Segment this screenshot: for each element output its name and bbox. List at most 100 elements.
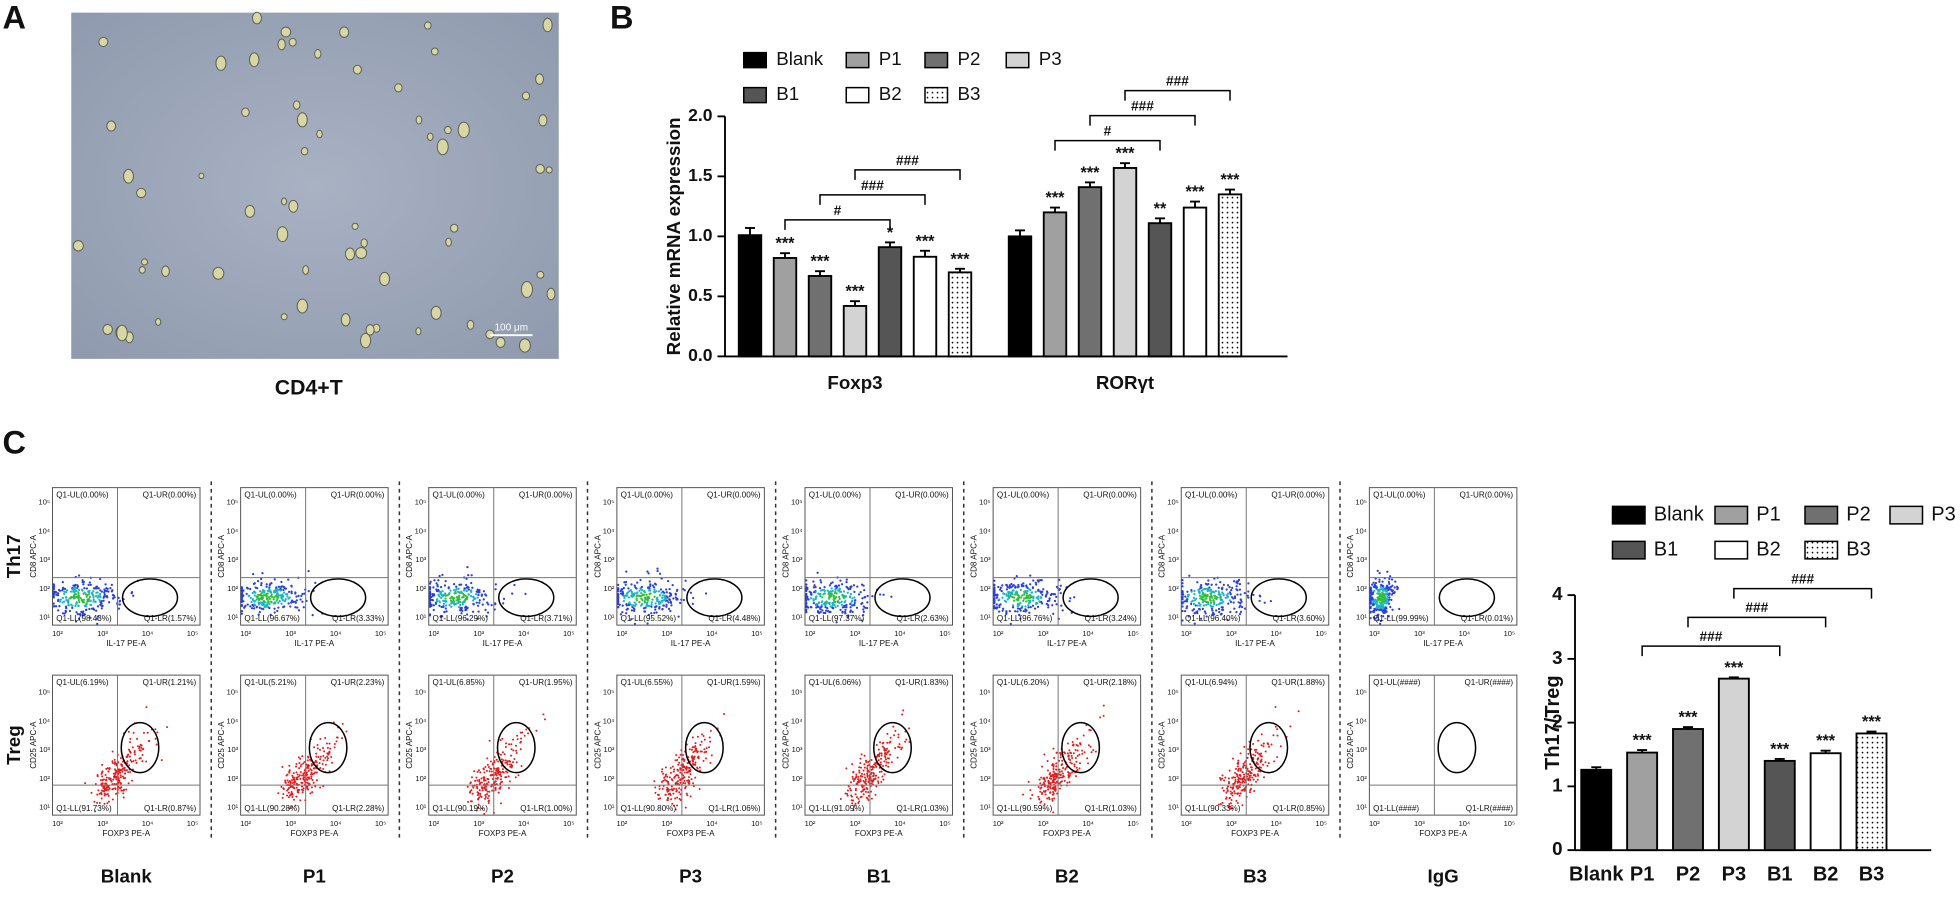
event-dot: [134, 759, 137, 762]
event-dot: [993, 579, 996, 582]
y-tick-label: 10³: [227, 745, 238, 754]
event-dot: [485, 788, 488, 791]
bar: [1217, 193, 1243, 358]
event-dot: [499, 802, 502, 805]
event-dot: [1227, 602, 1230, 605]
event-dot: [1243, 607, 1247, 610]
event-dot: [893, 734, 896, 737]
bar: [1855, 732, 1888, 852]
event-dot: [643, 610, 647, 613]
quadrant-label: Q1-LR(0.85%): [1273, 804, 1326, 813]
event-dot: [1200, 595, 1203, 598]
event-dot: [100, 607, 103, 610]
event-dot: [64, 610, 68, 614]
event-dot: [1219, 593, 1222, 596]
y-axis-label: CD8 APC-A: [217, 534, 226, 577]
event-dot: [698, 766, 701, 769]
event-dot: [872, 775, 875, 778]
event-dot: [857, 593, 861, 596]
event-dot: [480, 777, 483, 780]
event-dot: [471, 610, 475, 613]
event-dot: [52, 591, 55, 594]
event-dot: [1051, 604, 1054, 607]
quadrant-label: Q1-UL(0.00%): [1185, 490, 1238, 499]
event-dot: [1221, 774, 1224, 777]
y-tick-label: 10⁴: [791, 716, 803, 725]
event-dot: [828, 584, 832, 587]
significance: ***: [1633, 732, 1653, 750]
event-dot: [484, 797, 487, 800]
y-tick-label: 10²: [227, 774, 238, 783]
event-dot: [1058, 776, 1061, 779]
y-tick-label: 4: [1552, 583, 1563, 604]
event-dot: [908, 727, 911, 730]
event-dot: [874, 793, 877, 796]
x-tick-label: 10²: [805, 629, 816, 638]
event-dot: [674, 797, 677, 800]
event-dot: [633, 584, 636, 587]
gate: [874, 578, 931, 618]
event-dot: [1369, 602, 1372, 605]
y-tick-label: 10³: [792, 555, 803, 564]
event-dot: [1002, 607, 1005, 610]
event-dot: [483, 812, 486, 815]
event-dot: [866, 772, 869, 775]
event-dot: [98, 599, 101, 602]
event-dot: [466, 565, 469, 569]
event-dot: [297, 775, 300, 778]
event-dot: [1257, 757, 1260, 760]
bracket: [1124, 89, 1231, 101]
event-dot: [1070, 754, 1073, 757]
event-dot: [73, 590, 76, 594]
event-dot: [484, 766, 487, 769]
quadrant-label: Q1-LR(2.28%): [332, 804, 385, 813]
event-dot: [617, 595, 620, 599]
event-dot: [1074, 748, 1077, 751]
x-tick-label: 10³: [1414, 629, 1425, 638]
bar: [947, 271, 973, 358]
event-dot: [685, 792, 688, 795]
event-dot: [138, 757, 141, 760]
event-dot: [812, 580, 815, 583]
bracket: [1054, 139, 1161, 151]
quadrant-label: Q1-LL(95.52%): [621, 614, 677, 623]
event-dot: [100, 590, 104, 593]
event-dot: [457, 587, 460, 590]
event-dot: [494, 786, 497, 789]
event-dot: [501, 768, 504, 771]
event-dot: [260, 592, 263, 595]
event-dot: [1037, 597, 1040, 600]
legend-label: B3: [958, 83, 981, 104]
event-dot: [325, 742, 328, 745]
y-tick-label: 10⁵: [979, 498, 990, 507]
event-dot: [875, 785, 878, 788]
event-dot: [1217, 590, 1220, 593]
event-dot: [436, 585, 439, 588]
y-tick-label: 10²: [1356, 584, 1367, 593]
cell: [251, 11, 262, 25]
event-dot: [852, 809, 855, 812]
event-dot: [1227, 785, 1230, 788]
event-dot: [1207, 579, 1210, 582]
micrograph: [71, 12, 559, 359]
event-dot: [111, 589, 114, 592]
event-dot: [673, 776, 676, 779]
event-dot: [1241, 605, 1244, 609]
event-dot: [111, 761, 114, 764]
event-dot: [855, 606, 859, 609]
y-tick-label: 10⁴: [1167, 526, 1179, 535]
quadrant-label: Q1-UL(6.19%): [56, 678, 109, 687]
event-dot: [335, 740, 338, 743]
event-dot: [1202, 595, 1205, 599]
event-dot: [302, 773, 305, 776]
event-dot: [998, 598, 1001, 601]
legend-swatch: [743, 51, 767, 69]
y-tick-label: 10²: [1356, 774, 1367, 783]
event-dot: [1038, 600, 1041, 603]
event-dot: [647, 572, 650, 575]
event-dot: [857, 779, 860, 782]
event-dot: [1008, 584, 1011, 587]
event-dot: [510, 754, 513, 757]
event-dot: [625, 612, 628, 615]
event-dot: [1027, 604, 1030, 607]
